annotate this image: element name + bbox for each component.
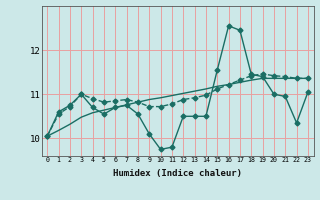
X-axis label: Humidex (Indice chaleur): Humidex (Indice chaleur) <box>113 169 242 178</box>
